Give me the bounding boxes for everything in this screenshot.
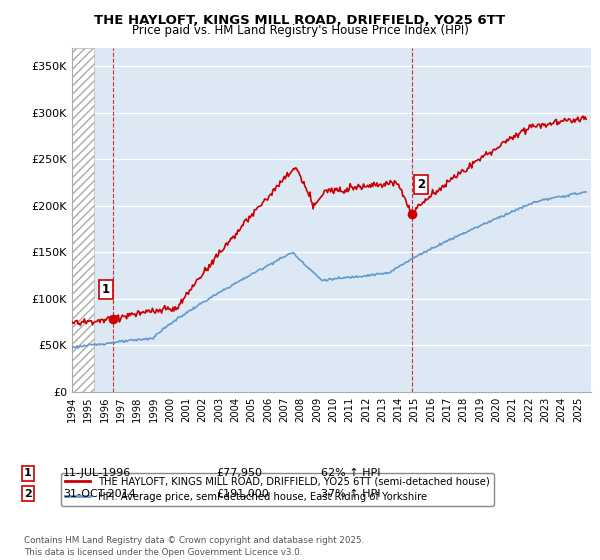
Text: 62% ↑ HPI: 62% ↑ HPI bbox=[321, 468, 380, 478]
Text: 37% ↑ HPI: 37% ↑ HPI bbox=[321, 489, 380, 499]
Text: 2: 2 bbox=[417, 178, 425, 191]
Text: 1: 1 bbox=[102, 283, 110, 296]
Text: 2: 2 bbox=[24, 489, 32, 499]
Text: 1: 1 bbox=[24, 468, 32, 478]
Text: THE HAYLOFT, KINGS MILL ROAD, DRIFFIELD, YO25 6TT: THE HAYLOFT, KINGS MILL ROAD, DRIFFIELD,… bbox=[94, 14, 506, 27]
Legend: THE HAYLOFT, KINGS MILL ROAD, DRIFFIELD, YO25 6TT (semi-detached house), HPI: Av: THE HAYLOFT, KINGS MILL ROAD, DRIFFIELD,… bbox=[61, 473, 494, 506]
Text: 31-OCT-2014: 31-OCT-2014 bbox=[63, 489, 136, 499]
Text: Contains HM Land Registry data © Crown copyright and database right 2025.
This d: Contains HM Land Registry data © Crown c… bbox=[24, 536, 364, 557]
Text: £191,000: £191,000 bbox=[216, 489, 269, 499]
Text: £77,950: £77,950 bbox=[216, 468, 262, 478]
Text: 11-JUL-1996: 11-JUL-1996 bbox=[63, 468, 131, 478]
Text: Price paid vs. HM Land Registry's House Price Index (HPI): Price paid vs. HM Land Registry's House … bbox=[131, 24, 469, 37]
